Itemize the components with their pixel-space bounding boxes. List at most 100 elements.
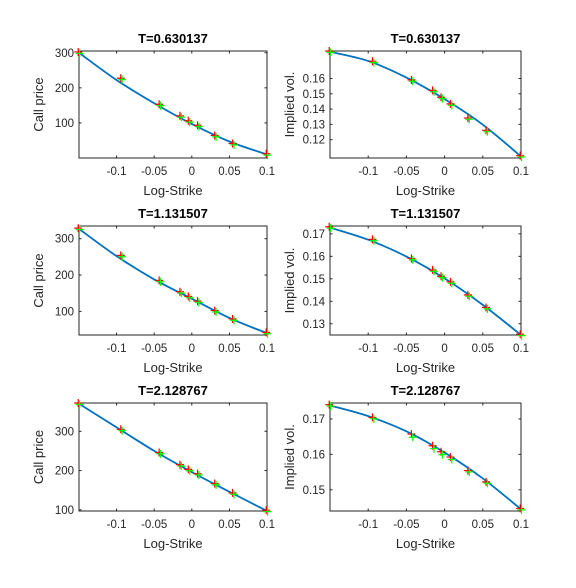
y-tick-label: 0.16	[303, 449, 325, 461]
x-axis-label: Log-Strike	[396, 360, 455, 375]
panel-implied-vol-t1: -0.1 -0.05 0 0.05 0.1 0.12 0.13 0.14 0.15 0.16 T=0…	[282, 31, 529, 198]
panel-implied-vol-t2: -0.1 -0.05 0 0.05 0.1 0.13 0.14 0.15 0.16 0.17 T=1…	[282, 206, 529, 375]
plus-marker	[517, 153, 526, 162]
plus-marker	[116, 74, 125, 83]
plus-marker	[483, 127, 492, 136]
x-tick-label: -0.05	[141, 519, 167, 531]
plus-marker	[517, 505, 526, 514]
plus-marker	[463, 113, 472, 122]
plus-marker	[116, 251, 125, 260]
panel-call-price-t3: -0.1 -0.05 0 0.05 0.1 100 200 300 T=2.128767 Log-…	[31, 383, 275, 551]
plus-marker	[185, 293, 194, 302]
y-tick-label: 200	[55, 83, 74, 95]
plus-marker	[193, 469, 202, 478]
x-tick-label: -0.1	[107, 166, 127, 178]
plus-marker	[210, 306, 219, 315]
x-axis-label: Log-Strike	[143, 536, 202, 551]
chart-title: T=2.128767	[391, 383, 461, 398]
plus-marker	[210, 479, 219, 488]
y-tick-label: 0.16	[303, 251, 325, 263]
plus-marker	[75, 400, 84, 409]
x-tick-label: 0.1	[259, 343, 275, 355]
plus-marker	[429, 444, 438, 453]
plus-marker	[408, 255, 417, 264]
x-tick-label: -0.1	[107, 343, 127, 355]
plus-marker	[465, 467, 474, 476]
x-axis-label: Log-Strike	[143, 183, 202, 198]
x-tick-label: -0.1	[358, 519, 378, 531]
plus-marker	[438, 94, 447, 103]
x-tick-label: -0.05	[141, 166, 167, 178]
x-tick-label: -0.1	[358, 166, 378, 178]
plus-marker	[155, 276, 164, 285]
plus-marker	[193, 121, 202, 130]
x-axis-label: Log-Strike	[143, 360, 202, 375]
y-tick-label: 0.14	[303, 104, 326, 116]
plus-marker	[516, 151, 525, 160]
plus-marker	[228, 314, 237, 323]
axes-box	[78, 50, 268, 159]
x-tick-label: -0.05	[393, 166, 419, 178]
x-tick-label: -0.1	[107, 519, 127, 531]
plus-marker	[369, 414, 378, 423]
plus-marker	[446, 277, 455, 286]
plus-marker	[368, 235, 377, 244]
plus-marker	[325, 46, 334, 55]
y-tick-label: 0.12	[303, 135, 325, 147]
y-tick-label: 0.14	[303, 296, 326, 308]
y-tick-label: 0.17	[303, 229, 325, 241]
plus-marker	[369, 58, 378, 67]
y-axis-label: Implied vol.	[282, 72, 297, 138]
x-tick-label: 0.1	[259, 166, 275, 178]
y-axis-label: Call price	[31, 430, 46, 484]
plus-marker	[368, 57, 377, 66]
plus-marker	[325, 400, 334, 409]
y-tick-label: 300	[55, 234, 74, 246]
y-tick-label: 0.15	[303, 274, 325, 286]
y-tick-label: 100	[55, 118, 74, 130]
plus-marker	[185, 118, 194, 127]
y-tick-label: 0.17	[303, 414, 325, 426]
y-tick-label: 200	[55, 466, 74, 478]
y-axis-label: Call price	[31, 77, 46, 131]
plus-marker	[263, 507, 272, 516]
axes-box	[329, 50, 522, 159]
plus-marker	[407, 254, 416, 263]
plus-marker	[437, 272, 446, 281]
x-tick-label: -0.05	[393, 519, 419, 531]
plus-marker	[428, 86, 437, 95]
chart-title: T=2.128767	[138, 383, 208, 398]
plus-marker	[263, 151, 272, 160]
plus-marker	[156, 101, 165, 110]
plus-marker	[326, 402, 335, 411]
plus-marker	[408, 433, 417, 442]
plus-marker	[194, 122, 203, 131]
y-axis-label: Call price	[31, 253, 46, 307]
x-tick-label: 0.1	[513, 519, 529, 531]
chart-title: T=1.131507	[391, 206, 461, 221]
plus-marker	[75, 49, 84, 58]
x-tick-label: 0.05	[472, 519, 494, 531]
chart-title: T=0.630137	[391, 31, 461, 46]
x-tick-label: 0	[441, 343, 447, 355]
y-tick-label: 0.13	[303, 319, 325, 331]
axes-box	[78, 225, 268, 336]
y-tick-label: 300	[55, 48, 74, 60]
axes-box	[78, 402, 268, 512]
plus-marker	[408, 77, 417, 86]
y-tick-label: 0.15	[303, 89, 325, 101]
x-tick-label: 0.05	[472, 343, 494, 355]
plus-marker	[516, 330, 525, 339]
plus-marker	[229, 490, 238, 499]
plus-marker	[74, 398, 83, 407]
plus-marker	[175, 287, 184, 296]
x-tick-label: 0	[189, 166, 195, 178]
x-tick-label: -0.1	[358, 343, 378, 355]
axes-box	[329, 402, 522, 512]
plus-marker	[447, 455, 456, 464]
plus-marker	[74, 224, 83, 233]
axes-box	[329, 225, 522, 336]
plus-marker	[212, 480, 221, 489]
plus-marker	[263, 329, 272, 338]
plus-marker	[118, 75, 127, 84]
